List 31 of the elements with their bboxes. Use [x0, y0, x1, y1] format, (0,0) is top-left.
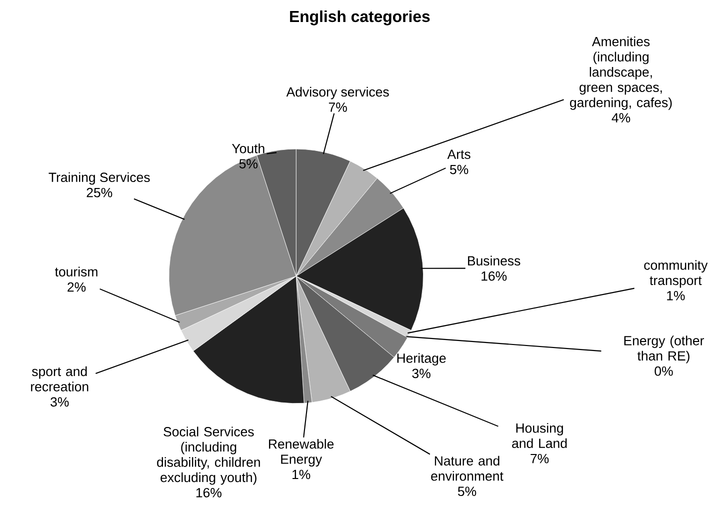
- slice-label: Heritage: [397, 353, 446, 366]
- text: 0%: [654, 366, 673, 376]
- data-label: 2%: [68, 282, 86, 292]
- slice-label: Nature and environment: [431, 456, 504, 481]
- slice-label: Amenities (including landscape, green spaces, gardening, cafes): [570, 36, 672, 110]
- data-label: 4%: [612, 113, 630, 123]
- data-label: 5%: [239, 159, 258, 169]
- slice-label: Renewable Energy: [269, 439, 334, 467]
- slice-label: community transport: [644, 260, 708, 288]
- data-label: 16%: [196, 488, 222, 498]
- data-label: 16%: [482, 272, 507, 281]
- data-label: 1%: [667, 291, 685, 300]
- slice-label: tourism: [55, 266, 98, 277]
- slice-label: Business: [468, 256, 520, 266]
- data-label: 3%: [412, 368, 430, 378]
- data-label: 7%: [328, 102, 347, 112]
- chart-title: English categories: [290, 10, 430, 26]
- slice-label: Social Services (including disability, children excluding youth): [157, 426, 260, 485]
- data-label: 7%: [530, 454, 549, 464]
- slice-label: sport and recreation: [31, 366, 88, 392]
- slice-label: Youth: [232, 144, 264, 154]
- data-label: 1%: [292, 470, 310, 480]
- data-label: 5%: [450, 165, 468, 174]
- slice-label: Advisory services: [286, 87, 389, 100]
- data-label: 5%: [458, 486, 476, 496]
- slice-label: Arts: [447, 150, 470, 160]
- data-label: 3%: [50, 397, 69, 407]
- slice-label: Housing and Land: [512, 423, 567, 448]
- category-label: Energy (other than RE): [624, 336, 704, 364]
- slice-label: Training Services: [48, 172, 150, 185]
- data-label: 25%: [86, 188, 112, 198]
